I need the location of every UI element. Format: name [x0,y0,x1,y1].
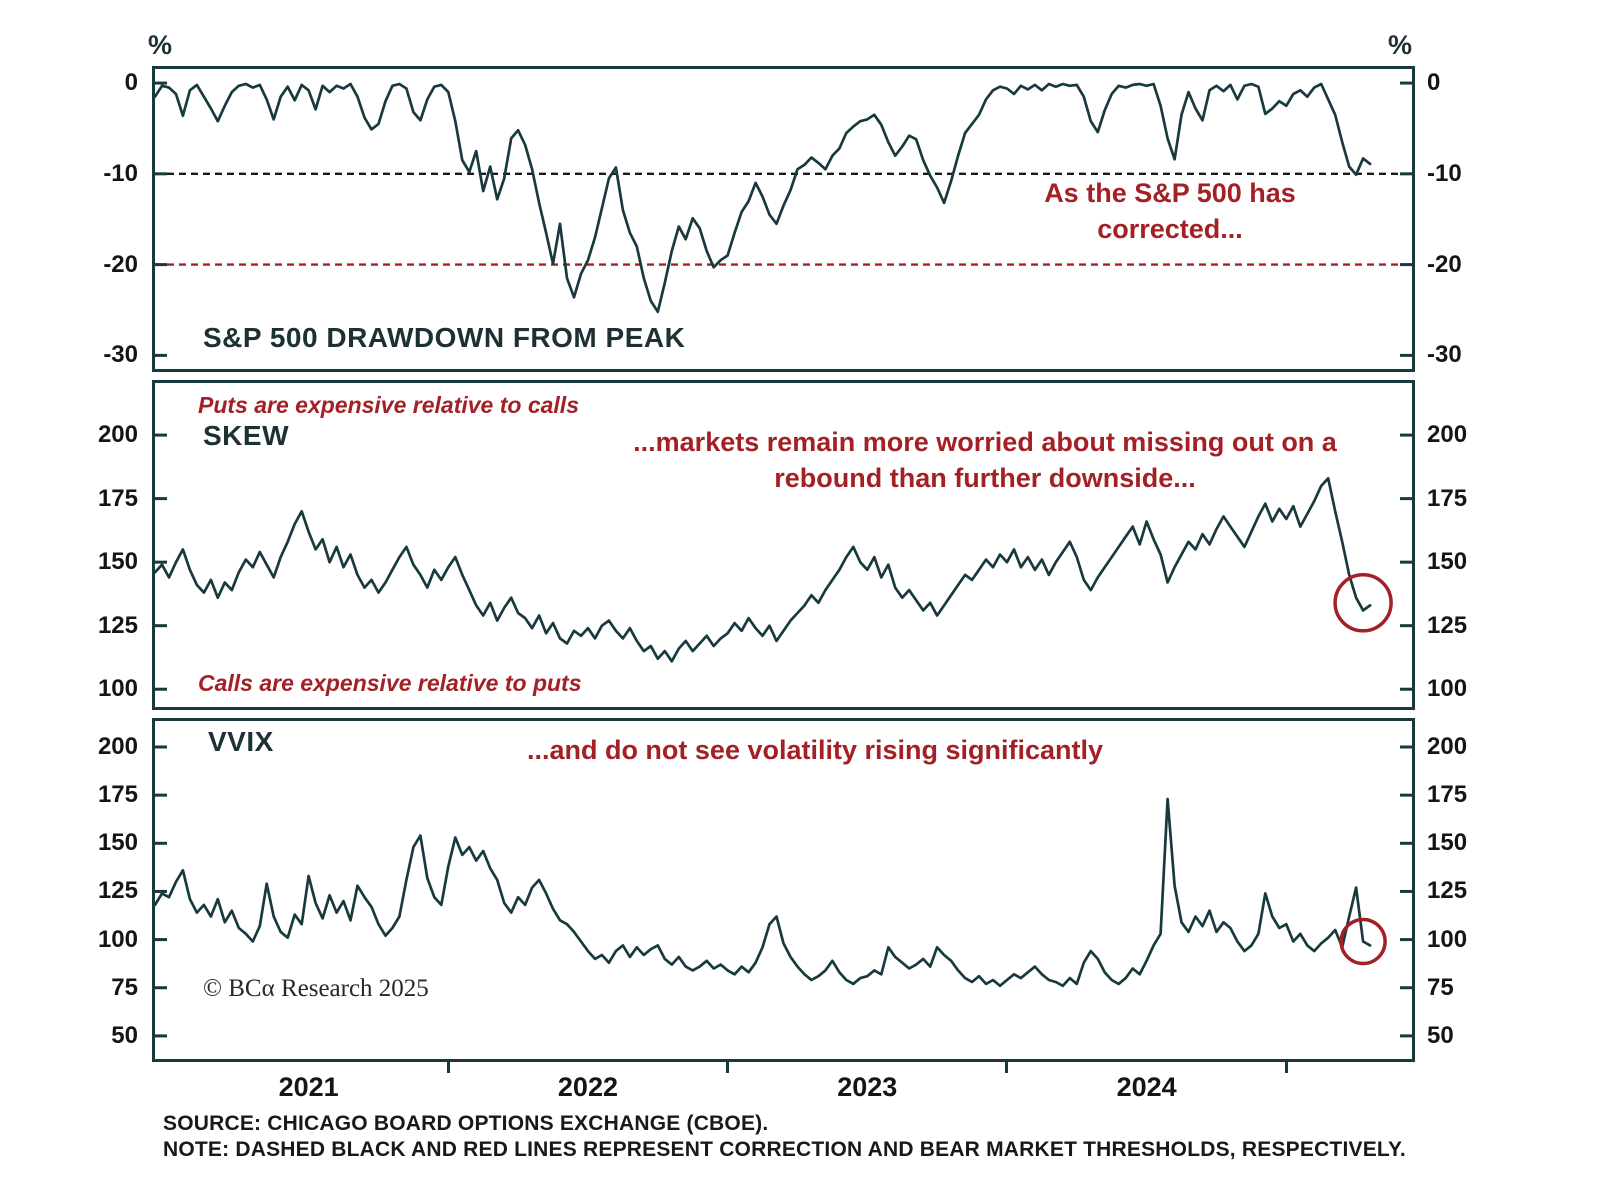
puts-expensive-note: Puts are expensive relative to calls [198,392,579,418]
y-tick-label-right: 125 [1427,611,1468,639]
y-tick-label-left: 100 [97,675,138,703]
y-tick-label-right: 150 [1427,829,1468,857]
vvix-annotation: ...and do not see volatility rising sign… [526,735,1104,765]
y-tick-label-left: 175 [97,484,138,512]
y-tick-label-left: 100 [97,925,138,953]
y-tick-label-right: 175 [1427,781,1468,809]
sp500-drawdown-series [155,82,1372,314]
bca-research-copyright: © BCα Research 2025 [203,975,429,1002]
vvix-chart [155,745,1412,1038]
y-tick-label-left: -10 [103,159,138,187]
x-tick-mark [1005,1060,1009,1073]
y-tick-label-left: 75 [111,973,138,1001]
y-tick-label-right: -20 [1427,250,1462,278]
y-tick-label-left: -20 [103,250,138,278]
y-tick-label-right: 100 [1427,925,1468,953]
skew-annotation: ...markets remain more worried about mis… [633,427,1337,493]
source-line: SOURCE: CHICAGO BOARD OPTIONS EXCHANGE (… [163,1112,769,1135]
skew-title: SKEW [203,420,289,451]
y-tick-label-left: 150 [97,548,138,576]
panel-vvix [152,718,1415,1062]
panel-skew [152,380,1415,710]
y-tick-label-right: 200 [1427,421,1468,449]
y-tick-label-right: 125 [1427,877,1468,905]
y-tick-label-left: 200 [97,421,138,449]
drawdown-title: S&P 500 DRAWDOWN FROM PEAK [203,322,686,353]
y-tick-label-left: 150 [97,829,138,857]
vvix-latest-point-circle [1339,917,1387,966]
vvix-title: VVIX [208,726,274,757]
x-tick-mark [1284,1060,1288,1073]
y-tick-label-left: -30 [103,341,138,369]
y-tick-label-left: 50 [111,1021,138,1049]
percent-label-left: % [148,30,173,60]
note-line: NOTE: DASHED BLACK AND RED LINES REPRESE… [163,1138,1406,1161]
y-tick-label-right: 50 [1427,1021,1454,1049]
x-tick-label-2022: 2022 [557,1072,618,1102]
skew-chart [155,433,1412,691]
x-tick-mark [726,1060,730,1073]
panel-sp500-drawdown [152,66,1415,372]
y-tick-label-right: -10 [1427,159,1462,187]
y-tick-label-left: 0 [124,69,138,97]
skew-series [155,476,1372,663]
y-tick-label-right: 150 [1427,548,1468,576]
x-tick-mark [446,1060,450,1073]
x-tick-label-2023: 2023 [837,1072,898,1102]
y-tick-label-right: -30 [1427,341,1462,369]
drawdown-annotation: As the S&P 500 has corrected... [1044,178,1296,244]
calls-expensive-note: Calls are expensive relative to puts [198,670,582,696]
x-tick-label-2021: 2021 [278,1072,339,1102]
percent-label-right: % [1388,30,1413,60]
sp500-drawdown-chart [155,81,1412,357]
vvix-series [155,797,1372,988]
y-tick-label-left: 125 [97,877,138,905]
y-tick-label-right: 200 [1427,733,1468,760]
x-tick-label-2024: 2024 [1116,1072,1177,1102]
y-tick-label-right: 75 [1427,973,1454,1001]
y-tick-label-right: 0 [1427,69,1441,97]
skew-latest-point-circle [1333,573,1393,633]
y-tick-label-left: 175 [97,781,138,809]
y-tick-label-left: 125 [97,611,138,639]
y-tick-label-right: 175 [1427,484,1468,512]
y-tick-label-left: 200 [97,733,138,760]
y-tick-label-right: 100 [1427,675,1468,703]
